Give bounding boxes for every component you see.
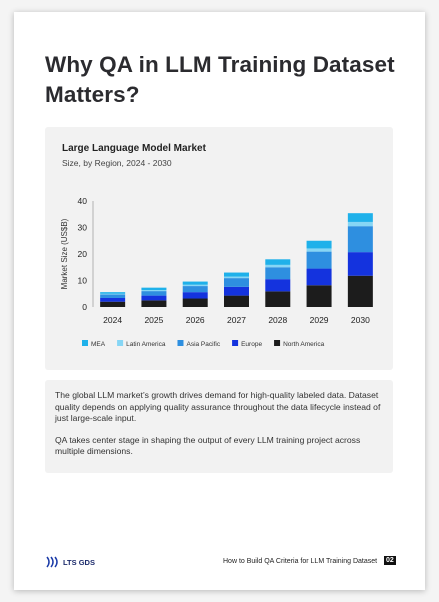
x-tick-label: 2028 (268, 315, 287, 325)
bar-segment (306, 248, 332, 252)
bar-segment (265, 264, 291, 268)
bar-segment (100, 293, 126, 295)
bar-segment (265, 279, 291, 292)
legend-label: Latin America (126, 341, 166, 348)
page-number: 02 (384, 556, 396, 565)
logo-text: LTS GDS (63, 558, 95, 567)
x-tick-label: 2029 (310, 315, 329, 325)
bar-segment (347, 226, 373, 253)
chart: Large Language Model Market Size, by Reg… (60, 143, 373, 348)
chart-panel: Large Language Model Market Size, by Reg… (45, 127, 393, 370)
document-page: Why QA in LLM Training Dataset Matters? … (14, 12, 425, 590)
y-tick-label: 0 (82, 302, 87, 312)
x-tick-label: 2026 (186, 315, 205, 325)
bar-segment (306, 251, 332, 269)
bar-segment (141, 295, 167, 301)
legend-swatch (232, 340, 239, 346)
y-axis-label: Market Size (US$B) (60, 218, 69, 289)
chart-subtitle: Size, by Region, 2024 - 2030 (62, 158, 172, 168)
y-tick-label: 20 (78, 249, 88, 259)
bar-segment (100, 294, 126, 298)
legend-swatch (274, 340, 281, 346)
bar-segment (306, 285, 332, 307)
bar-segment (182, 286, 208, 293)
bar-segment (224, 278, 249, 287)
y-tick-label: 40 (78, 196, 88, 206)
chart-title: Large Language Model Market (62, 143, 207, 154)
text-panel: The global LLM market’s growth drives de… (45, 380, 393, 473)
y-tick-label: 30 (78, 223, 88, 233)
footer-text: How to Build QA Criteria for LLM Trainin… (223, 558, 378, 565)
bar-segment (347, 221, 373, 227)
bar-segment (347, 252, 373, 276)
x-tick-label: 2027 (227, 315, 246, 325)
paragraph: QA takes center stage in shaping the out… (55, 434, 361, 457)
x-tick-label: 2024 (103, 315, 122, 325)
bar-segment (265, 267, 291, 280)
legend-label: North America (283, 341, 325, 348)
bar-segment (141, 291, 167, 296)
bar-segment (100, 292, 126, 294)
legend-label: MEA (91, 341, 106, 348)
paragraph: The global LLM market’s growth drives de… (55, 390, 381, 423)
page-title: Why QA in LLM Training Dataset Matters? (45, 52, 395, 107)
legend-label: Europe (241, 341, 262, 348)
logo: LTS GDS (46, 556, 95, 568)
logo-mark (46, 556, 58, 568)
bar-segment (141, 290, 167, 292)
bar-segment (224, 272, 249, 277)
bar-segment (100, 297, 126, 302)
x-tick-label: 2030 (351, 315, 370, 325)
bar-segment (306, 240, 332, 249)
bar-segment (224, 295, 249, 307)
legend-label: Asia Pacific (186, 341, 220, 348)
legend-swatch (117, 340, 124, 346)
bar-segment (224, 276, 249, 279)
bar-segment (347, 275, 373, 307)
legend-swatch (177, 340, 184, 346)
legend-swatch (82, 340, 88, 346)
bar-segment (182, 298, 208, 307)
bar-segment (265, 291, 291, 307)
bar-segment (182, 292, 208, 299)
bar-segment (224, 286, 249, 296)
bar-segment (182, 284, 208, 287)
y-tick-label: 10 (78, 276, 88, 286)
bar-segment (347, 213, 373, 222)
bar-segment (182, 281, 208, 285)
bar-segment (306, 268, 332, 286)
x-tick-label: 2025 (144, 315, 163, 325)
bar-segment (141, 287, 167, 291)
bar-segment (141, 300, 167, 307)
bar-segment (100, 301, 126, 307)
bar-segment (265, 259, 291, 265)
